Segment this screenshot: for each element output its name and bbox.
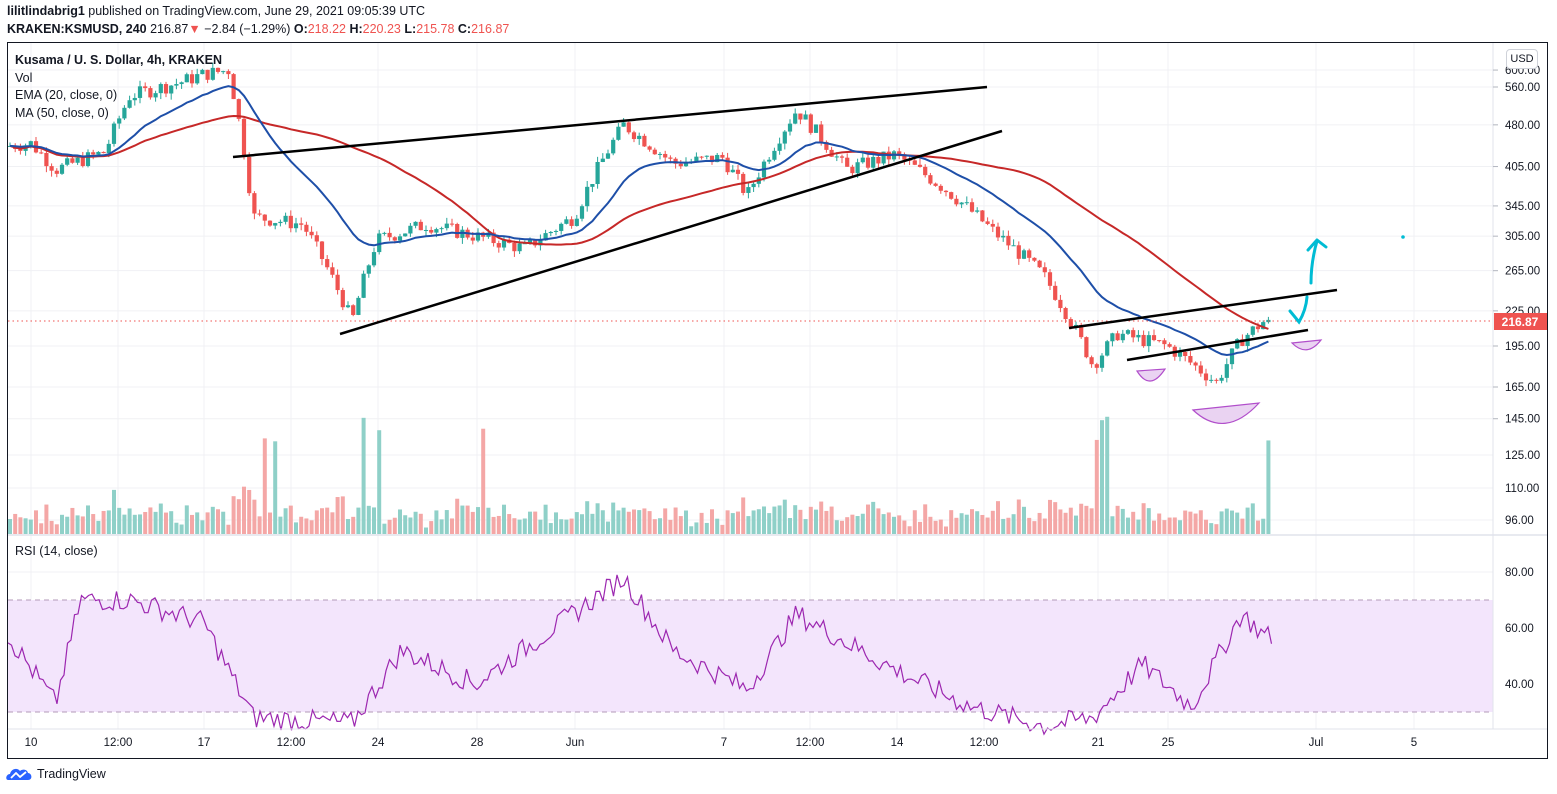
right-shoulder-arc[interactable] [1290, 339, 1323, 351]
svg-text:14: 14 [891, 737, 904, 749]
currency-button[interactable]: USD [1506, 49, 1538, 69]
breakout-up-arrow-icon[interactable] [1306, 238, 1328, 285]
svg-text:110.00: 110.00 [1505, 483, 1539, 495]
svg-text:96.00: 96.00 [1505, 515, 1534, 527]
high-label: H: [349, 22, 363, 36]
pullback-arrow-icon[interactable] [1288, 295, 1309, 325]
legend-ma[interactable]: MA (50, close, 0) [15, 105, 109, 120]
svg-text:7: 7 [721, 737, 727, 749]
svg-text:21: 21 [1092, 737, 1105, 749]
open-value: 218.22 [307, 22, 346, 36]
channel-lower-trendline[interactable] [1126, 328, 1309, 362]
svg-text:480.00: 480.00 [1505, 120, 1540, 132]
channel-upper-trendline[interactable] [1068, 288, 1338, 330]
svg-text:Jun: Jun [566, 737, 585, 749]
legend-ema[interactable]: EMA (20, close, 0) [15, 88, 118, 102]
price-change: −2.84 (−1.29%) [204, 22, 291, 36]
lower-wedge-trendline[interactable] [339, 129, 1003, 336]
low-label: L: [404, 22, 417, 36]
svg-text:28: 28 [471, 737, 484, 749]
symbol-name: KRAKEN:KSMUSD, 240 [7, 22, 147, 36]
open-label: O: [293, 22, 308, 36]
svg-text:60.00: 60.00 [1505, 623, 1534, 635]
svg-text:17: 17 [198, 737, 211, 749]
tradingview-logo-icon [6, 768, 32, 780]
symbol-info-bar: KRAKEN:KSMUSD, 240 216.87▼ −2.84 (−1.29%… [7, 22, 509, 36]
publish-info: lilitlindabrig1 published on TradingView… [7, 4, 425, 18]
chart-frame [7, 42, 1548, 759]
svg-text:305.00: 305.00 [1505, 231, 1540, 243]
left-shoulder-arc[interactable] [1135, 368, 1167, 382]
svg-text:12:00: 12:00 [104, 737, 133, 749]
svg-text:165.00: 165.00 [1505, 382, 1540, 394]
svg-text:560.00: 560.00 [1505, 82, 1540, 94]
author-name[interactable]: lilitlindabrig1 [7, 4, 85, 18]
svg-text:Jul: Jul [1309, 737, 1324, 749]
legend-title[interactable]: Kusama / U. S. Dollar, 4h, KRAKEN [15, 53, 222, 67]
svg-text:12:00: 12:00 [970, 737, 999, 749]
annotation-dot [1401, 235, 1405, 239]
rsi-legend[interactable]: RSI (14, close) [15, 544, 98, 558]
tradingview-brand[interactable]: TradingView [37, 767, 106, 781]
svg-text:5: 5 [1411, 737, 1417, 749]
volume-histogram [8, 416, 1271, 534]
axes-labels: 600.00560.00480.00405.00345.00305.00265.… [25, 65, 1541, 749]
rsi-line [7, 574, 1273, 736]
svg-text:10: 10 [25, 737, 38, 749]
head-arc[interactable] [1191, 402, 1261, 424]
footer-branding: TradingView [6, 766, 106, 782]
svg-text:40.00: 40.00 [1505, 679, 1534, 691]
svg-text:345.00: 345.00 [1505, 201, 1540, 213]
svg-text:25: 25 [1162, 737, 1175, 749]
last-price-badge [1494, 313, 1547, 330]
chart-legend: Kusama / U. S. Dollar, 4h, KRAKEN Vol EM… [15, 52, 222, 122]
rsi-band-background [8, 600, 1493, 712]
svg-text:265.00: 265.00 [1505, 266, 1540, 278]
legend-vol[interactable]: Vol [15, 70, 33, 85]
svg-text:405.00: 405.00 [1505, 162, 1540, 174]
published-text: published on TradingView.com, June 29, 2… [84, 4, 426, 18]
ema-20-line [9, 85, 1269, 357]
svg-text:195.00: 195.00 [1505, 341, 1540, 353]
last-price-badge-text: 216.87 [1502, 315, 1539, 329]
high-value: 220.23 [362, 22, 401, 36]
svg-text:12:00: 12:00 [277, 737, 306, 749]
close-value: 216.87 [471, 22, 510, 36]
svg-text:125.00: 125.00 [1505, 450, 1540, 462]
down-arrow-icon: ▼ [188, 22, 201, 36]
close-label: C: [457, 22, 472, 36]
svg-text:24: 24 [372, 737, 385, 749]
svg-text:12:00: 12:00 [796, 737, 825, 749]
svg-text:145.00: 145.00 [1505, 414, 1540, 426]
last-price: 216.87 [150, 22, 189, 36]
low-value: 215.78 [416, 22, 455, 36]
ma-50-line [9, 114, 1269, 330]
upper-wedge-trendline[interactable] [232, 85, 988, 159]
svg-text:80.00: 80.00 [1505, 567, 1534, 579]
